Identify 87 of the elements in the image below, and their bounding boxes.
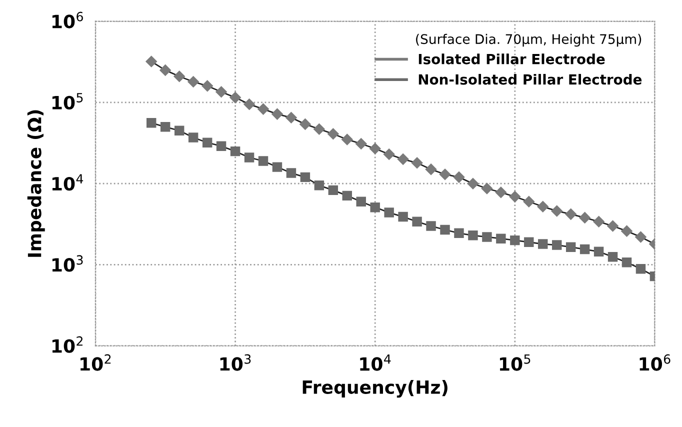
point: [468, 230, 478, 240]
point: [146, 56, 157, 68]
point: [160, 122, 170, 132]
point: [258, 156, 268, 166]
point: [384, 208, 394, 218]
point: [608, 252, 618, 262]
x-tick-label: 10$^{4}$: [360, 354, 391, 371]
point: [523, 196, 534, 208]
point: [258, 103, 269, 115]
x-tick-label: 10$^{2}$: [80, 354, 111, 371]
point: [509, 191, 521, 202]
point: [160, 64, 171, 76]
point: [565, 208, 576, 220]
point: [244, 98, 255, 110]
y-tick-label: 10$^{5}$: [52, 93, 83, 110]
point: [216, 86, 227, 98]
point: [244, 152, 254, 162]
point: [552, 240, 562, 250]
point: [328, 185, 338, 196]
point: [482, 232, 492, 242]
point: [202, 80, 213, 92]
point: [342, 134, 353, 146]
point: [356, 138, 367, 150]
point: [636, 264, 646, 274]
point: [397, 154, 409, 165]
point: [146, 118, 156, 128]
point: [496, 234, 506, 244]
point: [594, 246, 604, 257]
point: [467, 178, 479, 190]
point: [174, 70, 185, 82]
point: [537, 201, 548, 212]
point: [440, 224, 450, 235]
point: [411, 157, 423, 169]
point: [538, 239, 548, 249]
point: [593, 216, 604, 228]
point: [188, 132, 198, 142]
point: [314, 123, 325, 135]
point: [454, 228, 464, 238]
legend-label: Non-Isolated Pillar Electrode: [418, 74, 642, 85]
y-tick-label: 10$^{2}$: [52, 336, 82, 353]
point: [286, 168, 296, 178]
point: [230, 92, 241, 104]
point: [579, 212, 590, 224]
point: [272, 162, 282, 172]
point: [481, 182, 493, 194]
point: [439, 168, 451, 180]
point: [412, 216, 422, 226]
point: [453, 172, 465, 183]
point: [524, 237, 534, 247]
point: [607, 220, 618, 232]
point: [383, 148, 395, 160]
point: [230, 146, 240, 156]
point: [174, 126, 184, 136]
point: [314, 180, 324, 190]
point: [356, 196, 366, 206]
legend-label: Isolated Pillar Electrode: [418, 54, 605, 64]
point: [425, 164, 437, 175]
point: [188, 76, 199, 88]
y-tick-label: 10$^{6}$: [52, 12, 83, 28]
point: [426, 221, 436, 231]
point: [300, 172, 310, 182]
point: [300, 118, 311, 130]
y-axis-title: Impedance (Ω): [27, 110, 45, 257]
point: [370, 202, 380, 212]
point: [369, 143, 381, 154]
point: [328, 128, 339, 140]
x-axis-title: Frequency(Hz): [302, 380, 448, 398]
point: [551, 205, 562, 217]
point: [202, 138, 212, 148]
point: [510, 235, 520, 246]
point: [398, 212, 408, 222]
point: [621, 225, 632, 237]
point: [272, 108, 283, 120]
y-tick-label: 10$^{4}$: [52, 174, 84, 191]
point: [580, 244, 590, 254]
point: [566, 242, 576, 252]
point: [216, 141, 226, 151]
point: [286, 112, 297, 124]
y-tick-label: 10$^{3}$: [52, 255, 83, 272]
point: [635, 231, 646, 243]
point: [622, 257, 632, 268]
x-tick-label: 10$^{6}$: [640, 354, 670, 371]
point: [495, 186, 507, 198]
legend-title: (Surface Dia. 70µm, Height 75µm): [416, 34, 642, 47]
x-tick-label: 10$^{5}$: [500, 354, 530, 371]
point: [342, 190, 352, 201]
x-tick-label: 10$^{3}$: [220, 354, 251, 371]
